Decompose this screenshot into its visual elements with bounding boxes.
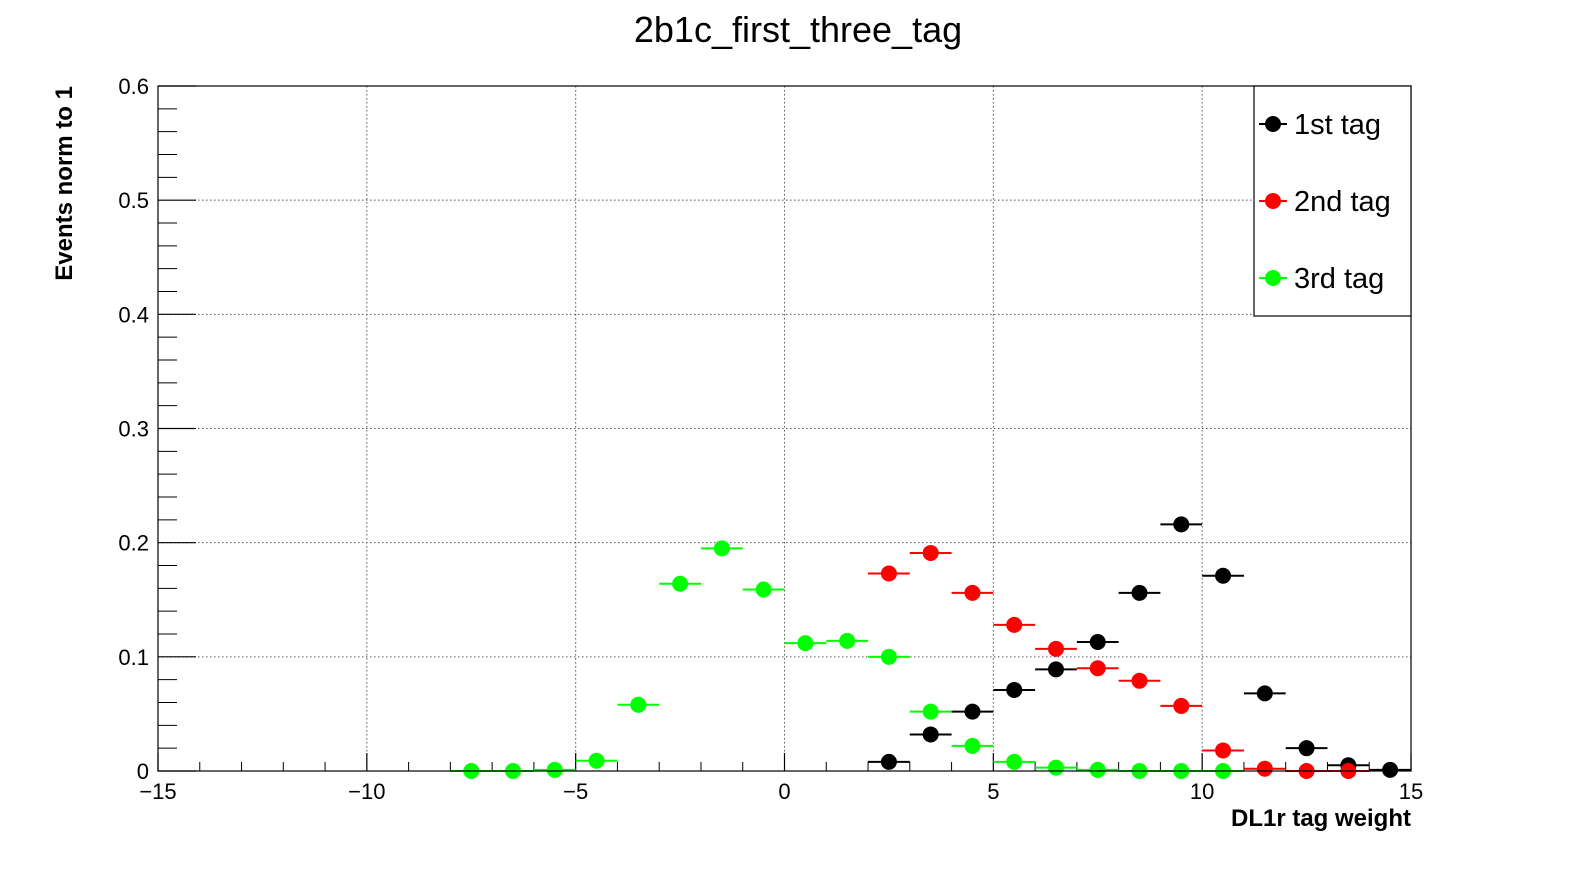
data-point [880,753,897,770]
y-tick-label: 0.4 [118,302,149,327]
y-tick-label: 0 [137,759,149,784]
data-point [755,581,772,598]
y-axis-title: Events norm to 1 [51,86,78,281]
data-point [630,696,647,713]
x-tick-label: 10 [1190,779,1214,804]
data-point [1256,685,1273,702]
data-point [1256,760,1273,777]
data-point [1173,516,1190,533]
data-point [1047,661,1064,678]
data-point [1131,672,1148,689]
data-point [1006,616,1023,633]
data-point [922,703,939,720]
y-tick-label: 0.3 [118,417,149,442]
data-point [1006,753,1023,770]
data-point [922,726,939,743]
data-point [546,761,563,778]
legend: 1st tag 2nd tag 3rd tag [1253,85,1412,317]
data-point [964,703,981,720]
data-point [672,575,689,592]
x-tick-label: 0 [778,779,790,804]
legend-marker [1265,116,1281,132]
data-point [1089,761,1106,778]
series-1 [868,516,1411,778]
grid-lines [158,86,1411,771]
data-point [1131,584,1148,601]
data-point [880,565,897,582]
data-point [1382,761,1399,778]
x-tick-label: 15 [1399,779,1423,804]
data-point [1089,660,1106,677]
data-point [713,540,730,557]
y-tick-label: 0.6 [118,74,149,99]
data-point [1006,681,1023,698]
data-point [1047,759,1064,776]
data-point [1089,633,1106,650]
data-point [1173,697,1190,714]
data-point [922,544,939,561]
data-point [1215,567,1232,584]
data-point [1298,740,1315,757]
y-tick-label: 0.1 [118,645,149,670]
y-tick-label: 0.2 [118,531,149,556]
data-point [797,635,814,652]
x-tick-label: −10 [348,779,385,804]
x-axis-title: DL1r tag weight [1231,805,1411,832]
legend-label: 2nd tag [1294,186,1391,218]
legend-marker [1265,270,1281,286]
data-point [880,648,897,665]
x-tick-label: −15 [139,779,176,804]
chart-title: 2b1c_first_three_tag [634,9,962,50]
y-tick-label: 0.5 [118,188,149,213]
tick-labels: −15 −10 −5 0 5 10 15 0 0.1 0.2 0.3 0.4 0.5 0.6 [118,74,1423,804]
x-tick-label: −5 [563,779,588,804]
legend-marker [1265,193,1281,209]
data-point [839,632,856,649]
legend-label: 3rd tag [1294,263,1384,295]
data-point [1215,742,1232,759]
data-point [964,737,981,754]
plot-frame [157,85,1412,772]
x-tick-label: 5 [987,779,999,804]
data-point [1047,640,1064,657]
data-point [964,584,981,601]
legend-label: 1st tag [1294,109,1381,141]
data-point [588,752,605,769]
